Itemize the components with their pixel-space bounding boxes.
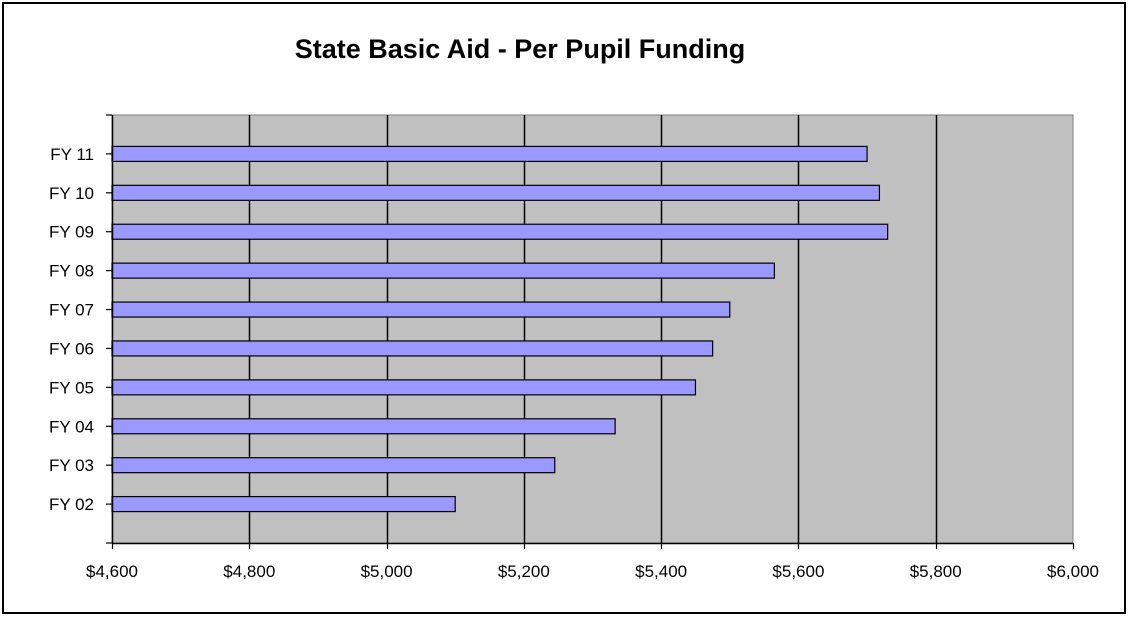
y-tick-label: FY 10 [49,184,94,203]
bar-fy-06 [111,340,714,357]
bar-fy-08 [111,262,776,279]
y-tick-label: FY 04 [49,417,94,436]
y-tick-labels: FY 02 FY 03 FY 04 FY 05 FY 06 FY 07 FY 08 FY 09… [49,145,94,514]
y-tick-label: FY 06 [49,339,94,358]
chart-title: State Basic Aid - Per Pupil Funding [294,34,746,64]
bar-fy-02 [111,495,456,513]
x-tick-label: $5,600 [772,562,824,581]
x-tick-label: $4,600 [86,562,138,581]
x-tick-label: $5,400 [635,562,687,581]
bar-fy-07 [111,301,731,318]
bar-fy-10 [111,184,881,201]
x-tick-label: $5,800 [910,562,962,581]
bar-fy-03 [111,457,556,474]
bar-fy-04 [111,418,616,435]
x-tick-label: $6,000 [1047,562,1099,581]
y-tick-label: FY 11 [50,145,94,164]
bar-fy-11 [111,145,868,163]
bars [111,145,889,513]
y-tick-label: FY 02 [49,495,94,514]
plot-area [111,114,1074,544]
bar-fy-05 [111,379,697,396]
y-tick-label: FY 07 [49,301,94,320]
y-tick-label: FY 03 [49,456,94,475]
x-tick-labels: $4,600 $4,800 $5,000 $5,200 $5,400 $5,600 $5,8… [86,562,1099,581]
y-tick-label: FY 08 [49,262,94,281]
x-tick-label: $4,800 [223,562,275,581]
bar-fy-09 [111,223,889,240]
axes [106,114,1075,549]
x-tick-label: $5,200 [498,562,550,581]
y-tick-label: FY 09 [49,223,94,242]
x-tick-label: $5,000 [361,562,413,581]
y-tick-label: FY 05 [49,378,94,397]
